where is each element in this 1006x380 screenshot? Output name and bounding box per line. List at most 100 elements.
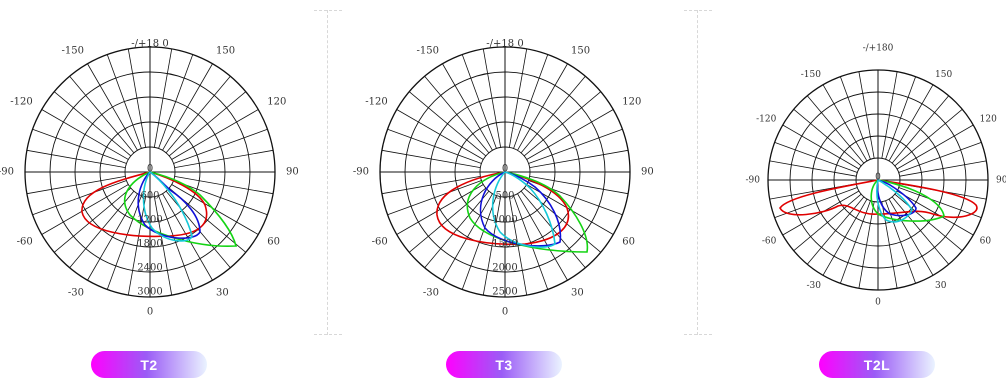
label-pill-t2-text: T2 xyxy=(140,356,158,373)
grid-spoke xyxy=(526,109,614,160)
radial-label: 600 xyxy=(140,191,159,202)
grid-spoke xyxy=(162,193,213,281)
grid-spoke xyxy=(891,196,950,265)
radial-label: 1800 xyxy=(137,239,162,250)
grid-spoke xyxy=(387,128,482,164)
grid-spoke xyxy=(894,193,963,252)
panel-divider xyxy=(314,10,342,335)
grid-spoke xyxy=(517,193,568,281)
grid-spoke xyxy=(127,196,147,296)
grid-spoke xyxy=(424,190,490,269)
grid-spoke xyxy=(482,48,502,148)
radial-label: 1200 xyxy=(137,215,162,226)
panel-divider xyxy=(684,10,712,335)
green-curve xyxy=(870,179,945,222)
grid-spoke xyxy=(822,84,868,162)
grid-spoke xyxy=(396,109,484,160)
green-curve xyxy=(466,171,589,253)
grid-spoke xyxy=(806,95,865,164)
grid-spoke xyxy=(520,75,586,154)
grid-spoke xyxy=(508,196,528,296)
grid-spoke xyxy=(881,71,898,159)
angle-label-90: 90 xyxy=(996,176,1006,186)
grid-spoke xyxy=(508,48,528,148)
grid-spoke xyxy=(769,160,857,177)
label-pill-t2l-text: T2L xyxy=(863,356,891,373)
grid-spoke xyxy=(69,75,135,154)
grid-spoke xyxy=(173,180,268,216)
angle-label-0: 0 xyxy=(502,307,508,318)
radial-labels: 0 500 1000 1500 2000 2500 xyxy=(492,164,517,298)
grid-spoke xyxy=(32,180,127,216)
angle-label-minus-120: -120 xyxy=(10,97,32,108)
grid-spoke xyxy=(774,142,858,173)
polar-chart-t2: -/+18 0 150 120 90 60 30 0 -30 -60 -90 -120 -150 0 6… xyxy=(0,39,299,318)
grid-spoke xyxy=(26,175,126,195)
angle-label-60: 60 xyxy=(622,237,635,248)
grid-spoke xyxy=(513,54,549,149)
angle-label-minus-150: -150 xyxy=(417,45,439,56)
radial-label: 0 xyxy=(502,164,508,175)
radial-label: 2500 xyxy=(492,287,517,298)
light-distribution-curves xyxy=(81,170,238,247)
grid-spoke xyxy=(528,128,623,164)
angle-label-150: 150 xyxy=(571,45,590,56)
grid-spoke xyxy=(482,196,502,296)
radial-labels: 0 600 1200 1800 2400 3000 xyxy=(137,164,162,298)
angle-label-120: 120 xyxy=(980,115,997,125)
angle-label-120: 120 xyxy=(622,97,641,108)
grid-spoke xyxy=(174,149,274,169)
grid-spoke xyxy=(517,63,568,151)
radial-label: 0 xyxy=(147,164,153,175)
angle-labels: -/+180 150 120 90 60 30 0 -30 -60 -90 -120 -150 xyxy=(746,44,1006,308)
label-pill-t3-text: T3 xyxy=(495,356,513,373)
angle-label-0: 0 xyxy=(147,307,153,318)
grid-spoke xyxy=(793,193,862,252)
photometric-diagram-t2: -/+18 0 150 120 90 60 30 0 -30 -60 -90 -120 -150 0 6… xyxy=(0,0,300,380)
radial-label: 2000 xyxy=(492,263,517,274)
grid-spoke xyxy=(774,187,858,218)
grid-spoke xyxy=(894,108,963,167)
grid-spoke xyxy=(396,184,484,235)
grid-spoke xyxy=(171,109,259,160)
grid-spoke xyxy=(408,187,487,253)
light-distribution-curves xyxy=(779,178,978,223)
grid-spoke xyxy=(896,190,974,236)
polar-grid xyxy=(24,46,276,298)
angle-label-0: 0 xyxy=(875,298,881,308)
angle-label-minus-120: -120 xyxy=(365,97,387,108)
angle-label-minus-90: -90 xyxy=(353,167,369,178)
grid-spoke xyxy=(523,187,602,253)
grid-spoke xyxy=(840,76,871,160)
label-pill-t3[interactable]: T3 xyxy=(446,351,562,378)
angle-label-minus-90: -90 xyxy=(0,167,14,178)
angle-label-30: 30 xyxy=(571,288,584,299)
grid-spoke xyxy=(896,124,974,170)
angle-label-30: 30 xyxy=(935,281,947,291)
grid-spoke xyxy=(888,198,934,276)
angle-label-180: -/+18 0 xyxy=(131,39,168,50)
photometric-diagram-t3: -/+18 0 150 120 90 60 30 0 -30 -60 -90 -120 -150 0 5… xyxy=(353,0,655,380)
angle-label-minus-90: -90 xyxy=(746,176,761,186)
polar-chart-t3: -/+18 0 150 120 90 60 30 0 -30 -60 -90 -120 -150 0 5… xyxy=(353,39,654,318)
grid-spoke xyxy=(87,193,138,281)
grid-spoke xyxy=(898,142,982,173)
angle-labels: -/+18 0 150 120 90 60 30 0 -30 -60 -90 -120 -150 xyxy=(353,39,654,318)
grid-spoke xyxy=(885,76,916,160)
grid-spoke xyxy=(171,184,259,235)
angle-label-60: 60 xyxy=(980,237,992,247)
grid-spoke xyxy=(174,175,274,195)
grid-spoke xyxy=(424,75,490,154)
label-pill-t2l[interactable]: T2L xyxy=(819,351,935,378)
grid-spoke xyxy=(387,180,482,216)
polar-grid xyxy=(767,69,989,291)
grid-spoke xyxy=(381,175,481,195)
grid-spoke xyxy=(41,109,129,160)
radial-labels: 0 xyxy=(875,173,881,183)
angle-label-minus-30: -30 xyxy=(423,288,439,299)
grid-spoke xyxy=(461,54,497,149)
radial-label: 1000 xyxy=(492,215,517,226)
grid-spoke xyxy=(106,195,142,290)
blue-curve xyxy=(479,171,562,247)
label-pill-t2[interactable]: T2 xyxy=(91,351,207,378)
